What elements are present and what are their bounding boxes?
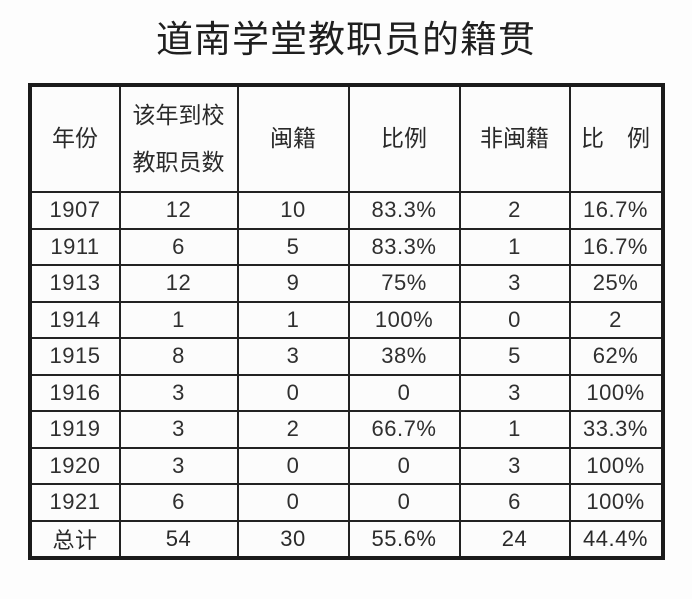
- value-cell: 0: [347, 373, 461, 412]
- value-cell: 6: [118, 227, 239, 266]
- value-cell: 3: [118, 446, 239, 485]
- value-cell: 3: [236, 337, 350, 376]
- value-cell: 6: [458, 483, 571, 522]
- value-cell: 16.7%: [568, 191, 664, 230]
- table-row: 1920 3 0 0 3 100%: [28, 446, 664, 485]
- value-cell: 10: [236, 191, 350, 230]
- value-cell: 12: [118, 191, 239, 230]
- total-value-cell: 24: [458, 519, 571, 559]
- value-cell: 2: [458, 191, 571, 230]
- value-cell: 1: [458, 410, 571, 449]
- total-label-cell: 总计: [28, 519, 121, 559]
- value-cell: 33.3%: [568, 410, 664, 449]
- page-title: 道南学堂教职员的籍贯: [156, 19, 536, 60]
- value-cell: 0: [236, 373, 350, 412]
- table-row: 1914 1 1 100% 0 2: [28, 300, 664, 339]
- year-cell: 1914: [28, 300, 121, 339]
- total-row: 总计 54 30 55.6% 24 44.4%: [28, 519, 664, 559]
- value-cell: 1: [236, 300, 350, 339]
- value-cell: 0: [236, 483, 350, 522]
- value-cell: 0: [347, 483, 461, 522]
- value-cell: 38%: [347, 337, 461, 376]
- value-cell: 0: [458, 300, 571, 339]
- column-header: 该年到校 教职员数: [118, 84, 239, 193]
- value-cell: 2: [568, 300, 664, 339]
- value-cell: 0: [347, 446, 461, 485]
- faculty-origin-table: 年份 该年到校 教职员数 闽籍 比例 非闽籍比 例 1907 12 10 83.3% 2 16.7…: [27, 83, 665, 560]
- total-value-cell: 54: [118, 519, 239, 559]
- value-cell: 16.7%: [568, 227, 664, 266]
- column-header: 非闽籍: [458, 84, 571, 193]
- year-cell: 1915: [28, 337, 121, 376]
- year-cell: 1911: [28, 227, 121, 266]
- table-row: 1916 3 0 0 3 100%: [28, 373, 664, 412]
- value-cell: 0: [236, 446, 350, 485]
- column-header: 比例: [347, 84, 461, 193]
- year-cell: 1919: [28, 410, 121, 449]
- value-cell: 75%: [347, 264, 461, 303]
- value-cell: 8: [118, 337, 239, 376]
- value-cell: 5: [236, 227, 350, 266]
- table-row: 1913 12 9 75% 3 25%: [28, 264, 664, 303]
- value-cell: 100%: [568, 483, 664, 522]
- value-cell: 62%: [568, 337, 664, 376]
- year-cell: 1916: [28, 373, 121, 412]
- value-cell: 3: [458, 373, 571, 412]
- value-cell: 12: [118, 264, 239, 303]
- total-value-cell: 30: [236, 519, 350, 559]
- value-cell: 83.3%: [347, 191, 461, 230]
- value-cell: 9: [236, 264, 350, 303]
- table-row: 1907 12 10 83.3% 2 16.7%: [28, 191, 664, 230]
- value-cell: 3: [118, 373, 239, 412]
- value-cell: 3: [458, 446, 571, 485]
- value-cell: 6: [118, 483, 239, 522]
- column-header: 比 例: [568, 84, 664, 193]
- value-cell: 3: [118, 410, 239, 449]
- total-value-cell: 44.4%: [568, 519, 664, 559]
- year-cell: 1921: [28, 483, 121, 522]
- table-row: 1911 6 5 83.3% 1 16.7%: [28, 227, 664, 266]
- value-cell: 2: [236, 410, 350, 449]
- column-header: 闽籍: [236, 84, 350, 193]
- table-row: 1919 3 2 66.7% 1 33.3%: [28, 410, 664, 449]
- value-cell: 1: [118, 300, 239, 339]
- value-cell: 5: [458, 337, 571, 376]
- table-row: 1915 8 3 38% 5 62%: [28, 337, 664, 376]
- year-cell: 1907: [28, 191, 121, 230]
- value-cell: 100%: [568, 373, 664, 412]
- column-header: 年份: [28, 84, 121, 193]
- header-row: 年份 该年到校 教职员数 闽籍 比例 非闽籍比 例: [28, 84, 664, 193]
- year-cell: 1913: [28, 264, 121, 303]
- value-cell: 83.3%: [347, 227, 461, 266]
- value-cell: 1: [458, 227, 571, 266]
- value-cell: 100%: [347, 300, 461, 339]
- value-cell: 100%: [568, 446, 664, 485]
- value-cell: 66.7%: [347, 410, 461, 449]
- total-value-cell: 55.6%: [347, 519, 461, 559]
- table-row: 1921 6 0 0 6 100%: [28, 483, 664, 522]
- value-cell: 3: [458, 264, 571, 303]
- year-cell: 1920: [28, 446, 121, 485]
- value-cell: 25%: [568, 264, 664, 303]
